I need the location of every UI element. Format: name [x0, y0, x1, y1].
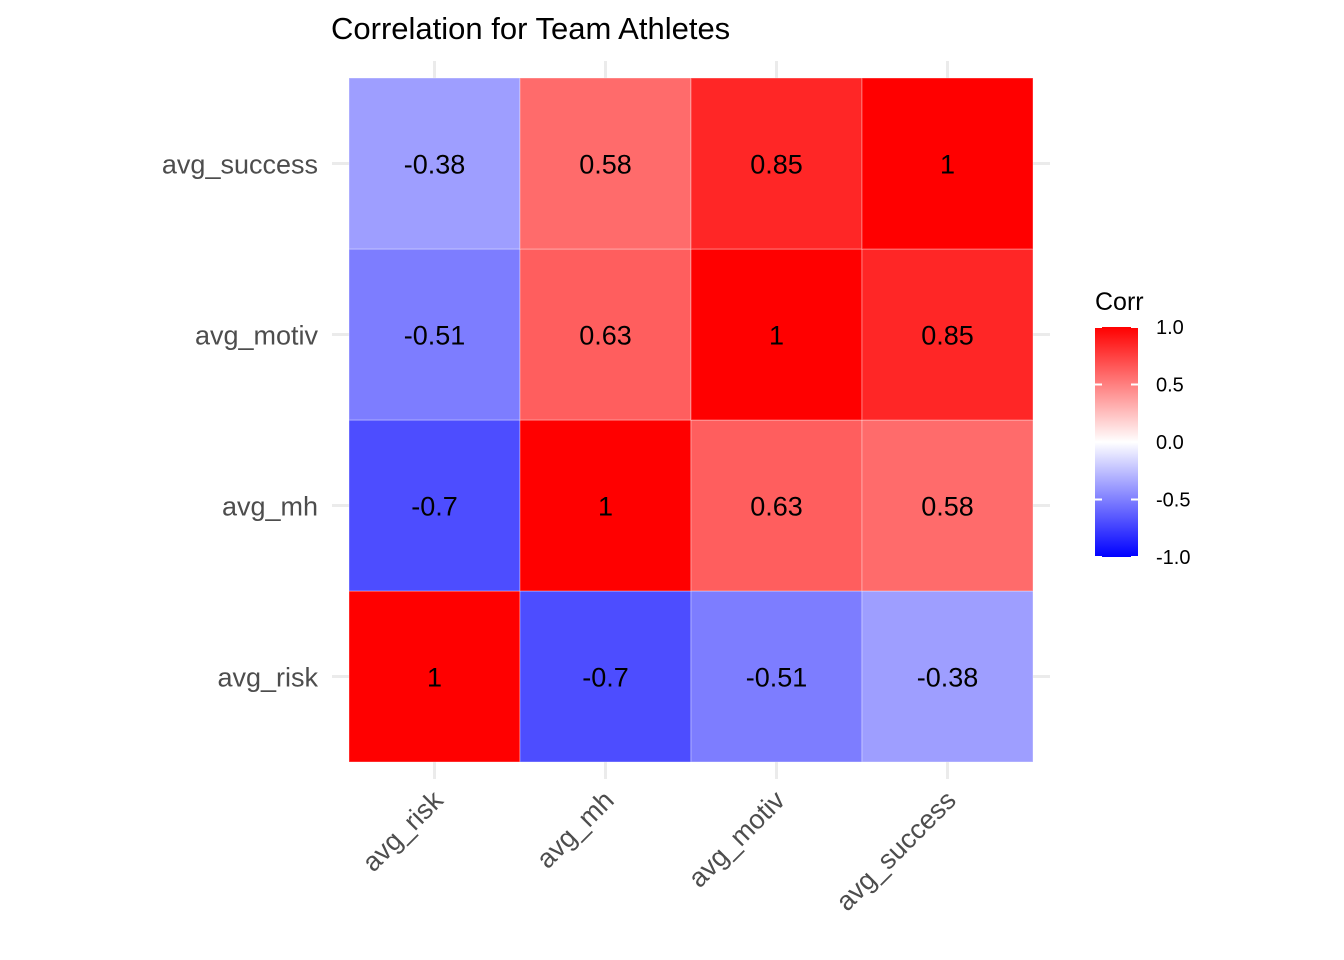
cell-value-label: -0.7	[582, 663, 629, 693]
cell-value-label: 1	[940, 150, 955, 180]
heatmap-cells	[348, 77, 1034, 763]
cell-value-label: 0.63	[579, 321, 632, 351]
heatmap-cell	[861, 590, 1034, 763]
heatmap-cell	[348, 77, 521, 250]
chart-title: Correlation for Team Athletes	[331, 11, 730, 46]
x-tick-label: avg_motiv	[683, 785, 792, 894]
heatmap-cell	[861, 419, 1034, 592]
cell-value-label: 1	[769, 321, 784, 351]
cell-value-labels: 1 -0.7 -0.51 -0.38 -0.7 1 0.63 0.58 -0.51 0.63 1 0.…	[404, 150, 979, 693]
y-axis: avg_risk avg_mh avg_motiv avg_success	[162, 150, 319, 693]
legend: Corr 1.0 0.5 0.0 -0.5 -1.0	[1095, 288, 1190, 569]
heatmap-cell	[519, 77, 692, 250]
cell-value-label: 0.63	[750, 492, 803, 522]
cell-value-label: 1	[598, 492, 613, 522]
legend-colorbar	[1095, 327, 1138, 557]
cell-value-label: -0.38	[917, 663, 979, 693]
heatmap-cell	[861, 248, 1034, 421]
legend-tick-label: 1.0	[1156, 317, 1184, 339]
cell-value-label: 0.85	[750, 150, 803, 180]
y-tick-label: avg_motiv	[195, 321, 319, 351]
legend-tick-label: 0.5	[1156, 375, 1184, 397]
cell-value-label: 0.58	[921, 492, 974, 522]
x-tick-label: avg_success	[830, 785, 962, 917]
y-tick-label: avg_risk	[217, 663, 318, 693]
legend-tick-label: -0.5	[1156, 490, 1190, 512]
cell-value-label: -0.38	[404, 150, 466, 180]
legend-tick-label: 0.0	[1156, 432, 1184, 454]
y-tick-label: avg_mh	[222, 492, 318, 522]
cell-value-label: -0.51	[404, 321, 466, 351]
x-axis: avg_risk avg_mh avg_motiv avg_success	[356, 785, 961, 917]
cell-value-label: -0.7	[411, 492, 458, 522]
heatmap-cell	[690, 590, 863, 763]
legend-title: Corr	[1095, 288, 1144, 316]
heatmap-cell	[519, 419, 692, 592]
legend-ticks: 1.0 0.5 0.0 -0.5 -1.0	[1095, 317, 1190, 569]
heatmap-cell	[348, 590, 521, 763]
heatmap-cell	[348, 248, 521, 421]
cell-value-label: 0.85	[921, 321, 974, 351]
y-tick-label: avg_success	[162, 150, 318, 180]
legend-tick-label: -1.0	[1156, 547, 1190, 569]
cell-value-label: 0.58	[579, 150, 632, 180]
x-tick-label: avg_risk	[356, 785, 449, 878]
heatmap-cell	[519, 590, 692, 763]
x-tick-label: avg_mh	[531, 785, 620, 874]
cell-value-label: 1	[427, 663, 442, 693]
cell-value-label: -0.51	[746, 663, 808, 693]
heatmap-cell	[690, 77, 863, 250]
heatmap-cell	[690, 248, 863, 421]
heatmap-cell	[861, 77, 1034, 250]
